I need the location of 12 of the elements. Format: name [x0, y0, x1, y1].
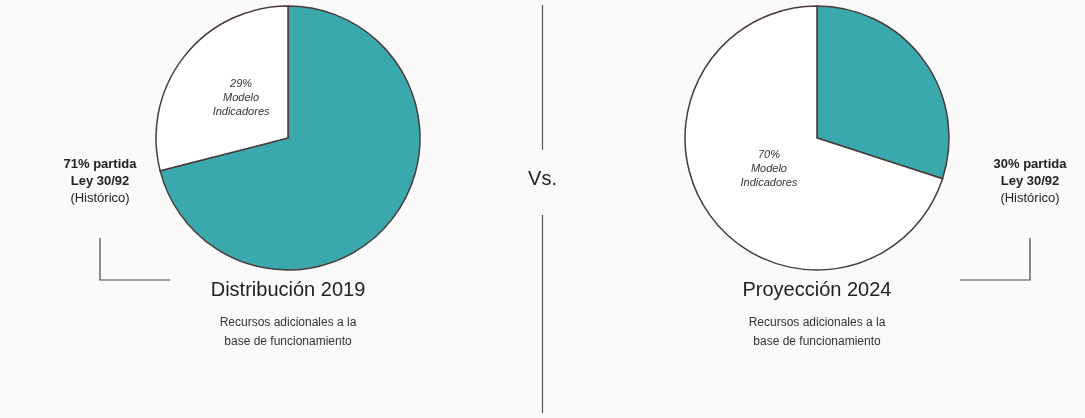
pie-slice [159, 5, 421, 271]
slice-label: Modelo Indicadores [740, 161, 798, 188]
text: Vs. [528, 167, 557, 189]
slice-label: Modelo Indicadores [212, 90, 270, 117]
text: Proyección 2024 [742, 278, 892, 300]
text: Recursos adicionales a la base de funcionamiento [748, 315, 886, 348]
data-label: 29% [229, 76, 253, 89]
slice-label: 30% partida Ley 30/92 (Histórico) [993, 156, 1068, 205]
data-label: 70% [757, 147, 781, 160]
text: Distribución 2019 [210, 278, 366, 300]
text: Recursos adicionales a la base de funcionamiento [219, 315, 357, 348]
slice-label: 71% partida Ley 30/92 (Histórico) [63, 156, 138, 205]
